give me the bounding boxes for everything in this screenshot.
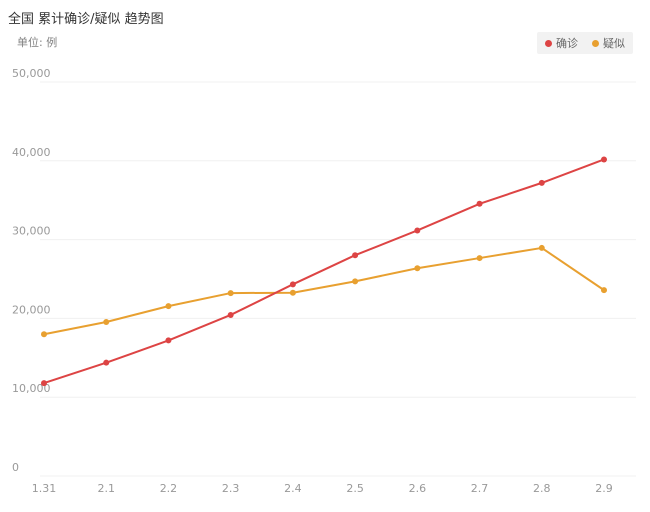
legend-dot-confirmed xyxy=(545,39,552,47)
x-tick-label: 2.1 xyxy=(97,482,115,495)
unit-label: 单位: 例 xyxy=(17,36,58,49)
data-point-suspected xyxy=(289,289,296,296)
data-point-suspected xyxy=(538,244,545,251)
data-point-suspected xyxy=(41,331,47,338)
data-point-confirmed xyxy=(103,359,110,366)
legend-label-suspected: 疑似 xyxy=(603,37,625,50)
data-point-confirmed xyxy=(476,200,483,207)
x-tick-label: 2.6 xyxy=(409,482,427,495)
data-point-confirmed xyxy=(289,281,296,288)
y-tick-label: 10,000 xyxy=(12,382,51,395)
data-point-suspected xyxy=(601,287,607,294)
data-point-confirmed xyxy=(41,380,47,387)
series-line-suspected xyxy=(43,246,605,336)
legend-dot-suspected xyxy=(592,39,599,47)
legend-item-confirmed[interactable]: 确诊 xyxy=(545,35,578,51)
data-point-confirmed xyxy=(165,337,172,344)
data-point-suspected xyxy=(476,255,483,262)
data-point-suspected xyxy=(165,303,172,310)
data-point-confirmed xyxy=(414,227,421,234)
x-tick-label: 1.31 xyxy=(32,482,57,495)
series-line-confirmed xyxy=(43,158,605,385)
data-point-confirmed xyxy=(601,156,607,163)
x-tick-label: 2.4 xyxy=(284,482,302,495)
x-tick-label: 2.2 xyxy=(160,482,178,495)
data-point-suspected xyxy=(414,265,421,272)
y-tick-label: 40,000 xyxy=(12,146,51,159)
y-tick-label: 20,000 xyxy=(12,303,51,316)
x-tick-label: 2.3 xyxy=(222,482,240,495)
data-point-suspected xyxy=(103,318,110,325)
data-point-confirmed xyxy=(538,179,545,186)
y-tick-label: 50,000 xyxy=(12,67,51,80)
legend-label-confirmed: 确诊 xyxy=(556,37,578,50)
y-tick-label: 30,000 xyxy=(12,225,51,238)
x-tick-label: 2.8 xyxy=(533,482,551,495)
legend: 确诊 疑似 xyxy=(537,32,633,54)
data-point-confirmed xyxy=(352,252,359,259)
y-tick-label: 0 xyxy=(12,461,19,474)
data-point-suspected xyxy=(352,278,359,285)
x-tick-label: 2.5 xyxy=(346,482,364,495)
legend-item-suspected[interactable]: 疑似 xyxy=(592,35,625,51)
data-point-suspected xyxy=(227,290,234,297)
x-tick-label: 2.9 xyxy=(595,482,613,495)
data-point-confirmed xyxy=(227,311,234,318)
chart-title: 全国 累计确诊/疑似 趋势图 xyxy=(8,12,164,27)
x-tick-label: 2.7 xyxy=(471,482,489,495)
